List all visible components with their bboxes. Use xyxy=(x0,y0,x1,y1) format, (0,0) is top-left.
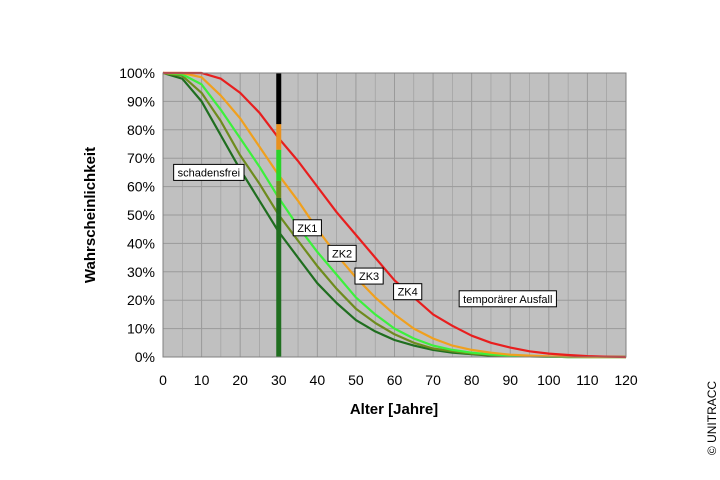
annotation-label: ZK4 xyxy=(398,287,418,299)
annotation-5: ZK4 xyxy=(393,283,423,301)
annotation-label: temporärer Ausfall xyxy=(463,294,552,306)
plot-frame xyxy=(162,72,627,358)
annotation-6: temporärer Ausfall xyxy=(458,290,557,308)
annotation-1: schadensfrei xyxy=(173,163,245,181)
y-axis-title: Wahrscheinlichkeit xyxy=(82,147,99,283)
x-tick-label: 70 xyxy=(425,372,441,388)
annotation-box xyxy=(173,163,245,181)
x-tick-label: 90 xyxy=(502,372,518,388)
annotation-label: ZK2 xyxy=(332,248,352,260)
y-tick-label: 100% xyxy=(119,65,155,81)
x-tick-label: 40 xyxy=(310,372,326,388)
annotation-4: ZK3 xyxy=(354,267,384,285)
x-tick-label: 10 xyxy=(194,372,210,388)
annotation-box xyxy=(292,219,322,237)
x-tick-label: 20 xyxy=(232,372,248,388)
copyright-text: © UNITRACC xyxy=(705,381,719,456)
y-tick-label: 90% xyxy=(127,93,155,109)
annotation-label: ZK3 xyxy=(359,271,379,283)
x-tick-label: 50 xyxy=(348,372,364,388)
annotation-label: ZK1 xyxy=(297,223,317,235)
series-line-5 xyxy=(163,71,627,359)
x-tick-label: 120 xyxy=(614,372,638,388)
x-ticks: 0 10 20 30 40 50 60 70 80 90 100 110 120 xyxy=(159,372,638,388)
annotation-label: schadensfrei xyxy=(178,167,240,179)
y-tick-label: 20% xyxy=(127,292,155,308)
x-tick-label: 110 xyxy=(576,372,599,388)
y-tick-label: 40% xyxy=(127,235,155,251)
x-tick-label: 0 xyxy=(159,372,167,388)
y-tick-label: 60% xyxy=(127,179,155,195)
series-line-4 xyxy=(163,71,626,359)
x-axis-title: Alter [Jahre] xyxy=(350,401,438,418)
annotation-box xyxy=(458,290,557,308)
x-tick-label: 80 xyxy=(464,372,480,388)
annotation-2: ZK1 xyxy=(292,219,322,237)
annotations: schadensfrei ZK1 ZK2 ZK3 ZK4 temporärer Ausfa… xyxy=(173,163,557,308)
annotation-box xyxy=(354,267,384,285)
annotation-box xyxy=(393,283,423,301)
y-tick-label: 30% xyxy=(127,264,155,280)
y-tick-label: 0% xyxy=(135,349,155,365)
x-tick-label: 100 xyxy=(537,372,561,388)
y-tick-label: 10% xyxy=(127,321,155,337)
x-tick-label: 30 xyxy=(271,372,287,388)
y-tick-label: 50% xyxy=(127,207,155,223)
x-tick-label: 60 xyxy=(387,372,403,388)
annotation-3: ZK2 xyxy=(327,244,357,262)
y-ticks: 0% 10% 20% 30% 40% 50% 60% 70% 80% 90% 100% xyxy=(119,65,155,365)
y-tick-label: 70% xyxy=(127,150,155,166)
annotation-box xyxy=(327,244,357,262)
y-tick-label: 80% xyxy=(127,122,155,138)
